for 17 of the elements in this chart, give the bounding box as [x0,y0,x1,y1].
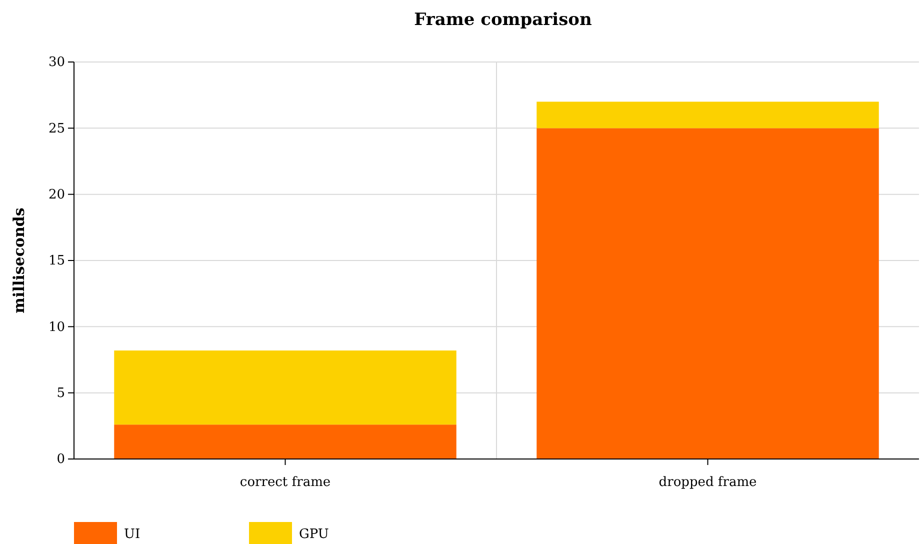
legend-label: UI [124,527,140,542]
x-tick-label: dropped frame [658,475,758,490]
bar [114,350,456,425]
chart-title: Frame comparison [414,10,592,30]
bar [536,128,879,459]
y-tick-label: 0 [56,452,65,468]
y-tick-label: 10 [48,320,65,335]
y-tick-label: 15 [48,254,65,269]
y-tick-label: 5 [56,386,65,401]
y-axis-title: milliseconds [10,208,28,314]
y-tick-label: 25 [48,121,65,136]
bar [114,424,456,459]
y-tick-label: 20 [48,187,65,202]
y-tick-label: 30 [48,55,65,70]
bar [536,102,879,128]
legend-label: GPU [299,527,329,542]
x-tick-label: correct frame [240,475,331,490]
